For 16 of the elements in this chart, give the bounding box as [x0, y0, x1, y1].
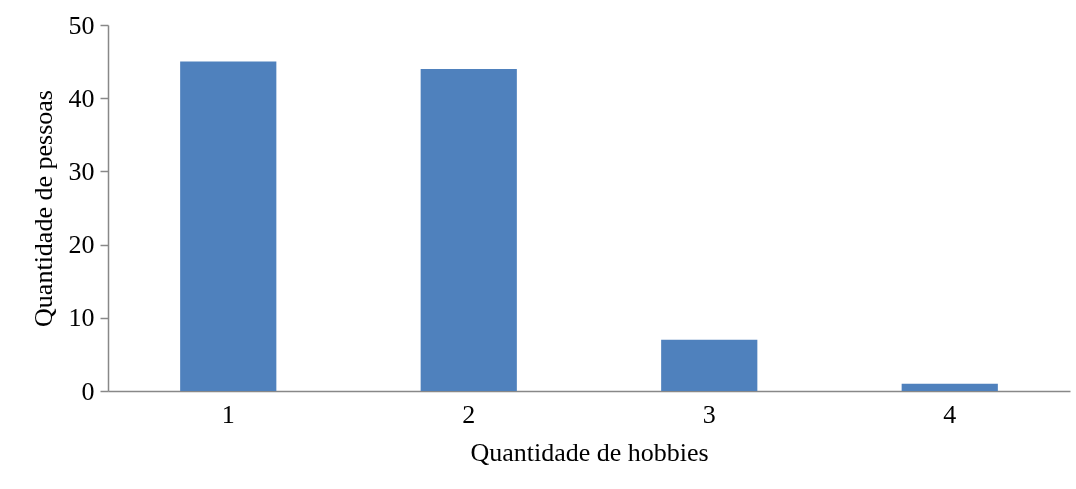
- y-tick-label: 0: [81, 376, 95, 406]
- y-tick-label: 10: [68, 303, 95, 333]
- x-tick-label: 3: [702, 399, 716, 429]
- x-tick-label: 1: [221, 399, 235, 429]
- y-tick-label: 30: [68, 156, 95, 186]
- bar: [180, 61, 277, 391]
- x-tick-label: 4: [943, 399, 957, 429]
- y-tick-label: 50: [68, 10, 95, 40]
- x-tick-label: 2: [462, 399, 476, 429]
- y-tick-label: 40: [68, 83, 95, 113]
- bar: [420, 68, 517, 391]
- y-axis-title: Quantidade de pessoas: [28, 90, 58, 327]
- x-axis-title: Quantidade de hobbies: [470, 437, 709, 467]
- bar: [661, 339, 758, 391]
- y-tick-label: 20: [68, 230, 95, 260]
- bar: [901, 383, 998, 391]
